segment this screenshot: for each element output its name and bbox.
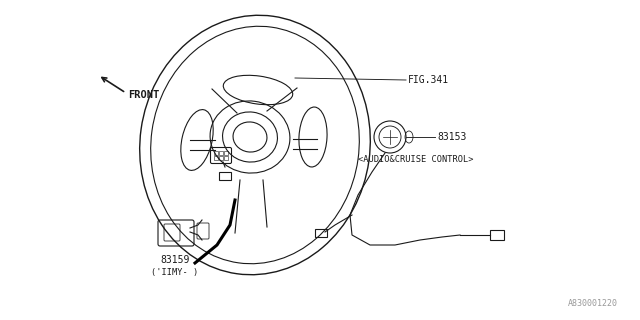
Bar	[219, 172, 231, 180]
Bar	[315, 229, 327, 237]
Bar	[224, 156, 228, 160]
Bar	[490, 230, 504, 240]
Bar	[214, 151, 218, 155]
Text: FRONT: FRONT	[128, 90, 159, 100]
Bar	[224, 151, 228, 155]
Text: FIG.341: FIG.341	[408, 75, 449, 85]
Text: A830001220: A830001220	[568, 299, 618, 308]
Bar	[219, 151, 223, 155]
Text: 83153: 83153	[437, 132, 467, 142]
Text: ('IIMY- ): ('IIMY- )	[152, 268, 198, 276]
Bar	[214, 156, 218, 160]
Text: <AUDIO&CRUISE CONTROL>: <AUDIO&CRUISE CONTROL>	[358, 155, 474, 164]
Bar	[219, 156, 223, 160]
Text: 83159: 83159	[160, 255, 189, 265]
